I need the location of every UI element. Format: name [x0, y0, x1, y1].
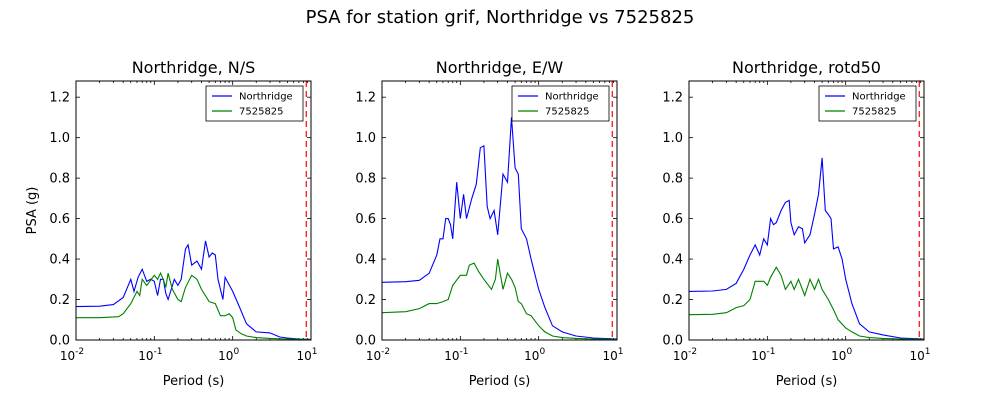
y-tick-label: 1.0	[662, 131, 683, 146]
series-line-northridge	[382, 117, 617, 340]
y-tick-label: 0.4	[49, 253, 70, 268]
chart-title: Northridge, N/S	[132, 58, 256, 77]
series-line-7525825	[76, 271, 311, 340]
y-tick-label: 0.4	[662, 253, 683, 268]
x-axis-label: Period (s)	[776, 374, 838, 389]
y-tick-label: 0.2	[49, 293, 70, 308]
legend-box	[511, 85, 610, 122]
series-line-northridge	[689, 157, 924, 340]
series-line-northridge	[76, 240, 311, 340]
x-tick-label: 100	[831, 347, 852, 363]
legend-label: Northridge	[239, 92, 293, 103]
x-tick-label: 101	[909, 347, 930, 363]
x-tick-label: 10-2	[673, 347, 697, 363]
x-tick-label: 100	[524, 347, 545, 363]
y-tick-label: 0.8	[662, 172, 683, 187]
legend-label: Northridge	[852, 92, 906, 103]
y-tick-label: 0.0	[49, 334, 70, 349]
x-tick-label: 10-2	[60, 347, 84, 363]
plot-area	[689, 81, 924, 340]
x-tick-label: 10-1	[138, 347, 162, 363]
chart-panel-3: Northridge, rotd50 10-2 10-1 100 101 0.0 0.2 0.…	[662, 58, 930, 389]
y-tick-label: 0.2	[355, 293, 376, 308]
axes-frame	[381, 80, 618, 341]
charts-layer: Northridge, N/S 10-2 10-1 100 101 0.0 0.2 0.4 0.…	[25, 58, 931, 389]
legend-label: Northridge	[545, 92, 599, 103]
x-axis-label: Period (s)	[469, 374, 531, 389]
legend-label: 7525825	[239, 107, 284, 118]
legend: Northridge 7525825	[511, 85, 610, 122]
legend: Northridge 7525825	[205, 85, 304, 122]
y-tick-label: 0.6	[662, 212, 683, 227]
series-line-7525825	[382, 259, 617, 340]
y-tick-label: 0.2	[662, 293, 683, 308]
y-tick-label: 1.0	[49, 131, 70, 146]
y-tick-label: 0.4	[355, 253, 376, 268]
legend-label: 7525825	[852, 107, 897, 118]
x-tick-label: 100	[218, 347, 239, 363]
series-line-7525825	[689, 266, 924, 340]
chart-panel-2: Northridge, E/W 10-2 10-1 100 101 0.0 0.2 0.4 0.…	[355, 58, 623, 389]
y-tick-label: 0.6	[49, 212, 70, 227]
y-tick-label: 1.2	[49, 91, 70, 106]
y-axis-label: PSA (g)	[25, 187, 40, 235]
y-tick-label: 0.8	[355, 172, 376, 187]
legend: Northridge 7525825	[818, 85, 917, 122]
y-tick-label: 1.2	[355, 91, 376, 106]
x-tick-label: 101	[296, 347, 317, 363]
legend-label: 7525825	[545, 107, 590, 118]
axes-frame	[688, 80, 925, 341]
axes-frame	[75, 80, 312, 341]
y-tick-label: 1.0	[355, 131, 376, 146]
y-tick-label: 1.2	[662, 91, 683, 106]
x-axis-label: Period (s)	[163, 374, 225, 389]
x-tick-label: 10-1	[751, 347, 775, 363]
chart-title: Northridge, E/W	[436, 58, 564, 77]
y-tick-label: 0.8	[49, 172, 70, 187]
y-tick-label: 0.0	[662, 334, 683, 349]
chart-panel-1: Northridge, N/S 10-2 10-1 100 101 0.0 0.2 0.4 0.…	[25, 58, 318, 389]
x-tick-label: 10-2	[366, 347, 390, 363]
plot-area	[76, 81, 311, 340]
y-tick-label: 0.0	[355, 334, 376, 349]
figure-suptitle: PSA for station grif, Northridge vs 7525…	[306, 7, 695, 28]
chart-title: Northridge, rotd50	[732, 58, 881, 77]
x-tick-label: 10-1	[444, 347, 468, 363]
plot-area	[382, 81, 617, 340]
y-tick-label: 0.6	[355, 212, 376, 227]
legend-box	[205, 85, 304, 122]
legend-box	[818, 85, 917, 122]
x-tick-label: 101	[602, 347, 623, 363]
